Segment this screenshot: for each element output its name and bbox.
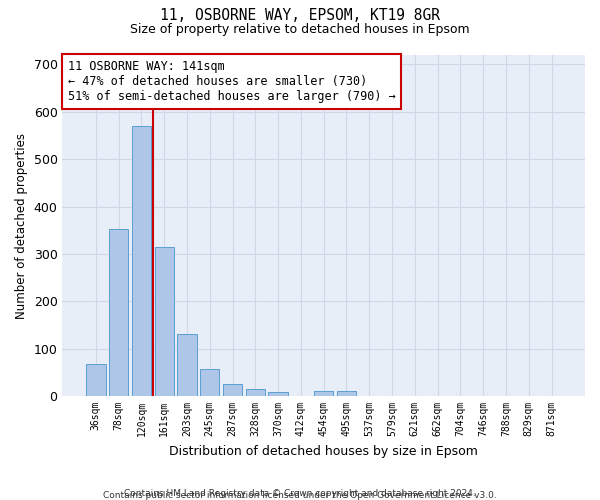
Bar <box>178 334 197 396</box>
Bar <box>337 392 356 396</box>
Y-axis label: Number of detached properties: Number of detached properties <box>15 132 28 318</box>
Text: Contains HM Land Registry data © Crown copyright and database right 2024.: Contains HM Land Registry data © Crown c… <box>124 488 476 498</box>
Bar <box>268 392 288 396</box>
Text: 11, OSBORNE WAY, EPSOM, KT19 8GR: 11, OSBORNE WAY, EPSOM, KT19 8GR <box>160 8 440 22</box>
Text: Contains public sector information licensed under the Open Government Licence v3: Contains public sector information licen… <box>103 491 497 500</box>
X-axis label: Distribution of detached houses by size in Epsom: Distribution of detached houses by size … <box>169 444 478 458</box>
Text: 11 OSBORNE WAY: 141sqm
← 47% of detached houses are smaller (730)
51% of semi-de: 11 OSBORNE WAY: 141sqm ← 47% of detached… <box>68 60 395 103</box>
Bar <box>155 248 174 396</box>
Bar <box>223 384 242 396</box>
Text: Size of property relative to detached houses in Epsom: Size of property relative to detached ho… <box>130 22 470 36</box>
Bar <box>132 126 151 396</box>
Bar <box>86 364 106 396</box>
Bar <box>314 392 334 396</box>
Bar <box>109 230 128 396</box>
Bar <box>245 389 265 396</box>
Bar <box>200 369 220 396</box>
